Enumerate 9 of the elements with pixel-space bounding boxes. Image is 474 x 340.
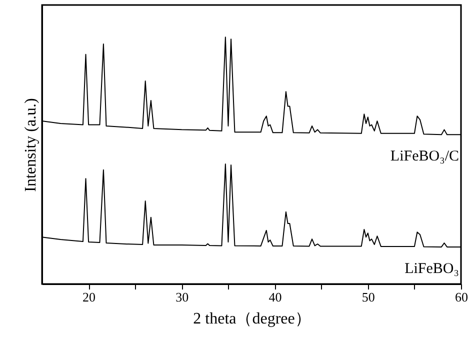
y-axis-title: Intensity (a.u.) (22, 98, 40, 192)
series-label: LiFeBO₃/C (390, 148, 459, 165)
series-label: LiFeBO₃ (404, 260, 459, 277)
x-tick-label: 40 (268, 290, 282, 304)
x-tick-label: 30 (176, 290, 189, 304)
x-tick-label: 50 (362, 290, 375, 304)
x-tick-label: 60 (455, 290, 468, 304)
x-axis-title: 2 theta（degree） (193, 310, 311, 328)
x-tick-label: 20 (82, 290, 96, 304)
